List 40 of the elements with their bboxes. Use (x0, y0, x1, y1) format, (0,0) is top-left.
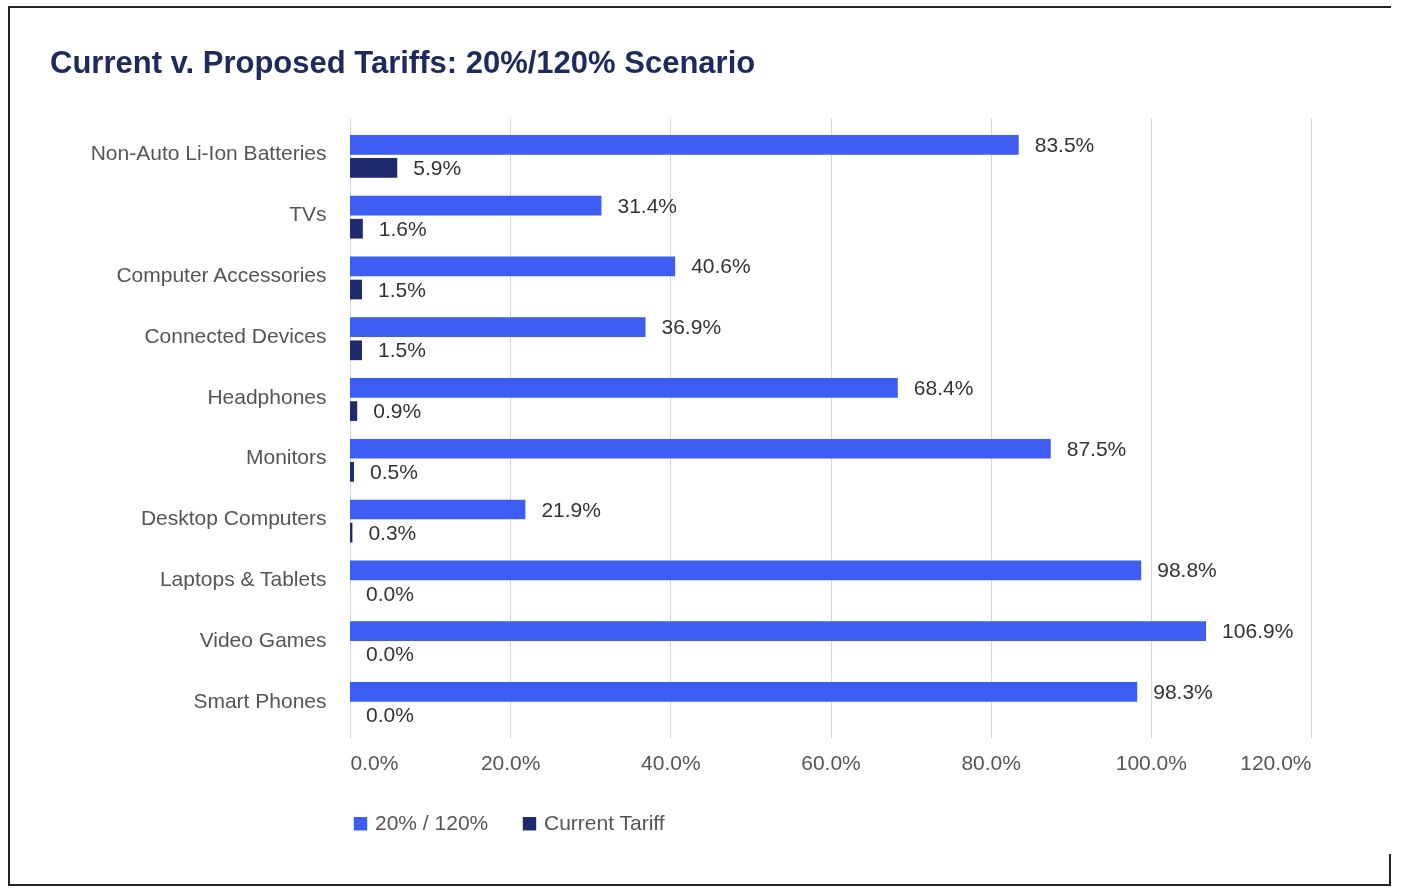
data-label: 0.0% (366, 642, 414, 666)
data-label: 68.4% (913, 376, 974, 400)
y-tick-label: Monitors (245, 445, 327, 469)
data-label: 0.0% (366, 581, 414, 605)
data-label: 31.4% (617, 193, 678, 217)
x-tick-label: 80.0% (961, 750, 1021, 774)
data-label: 21.9% (541, 497, 601, 521)
y-tick-label: Connected Devices (144, 323, 327, 347)
x-tick-label: 0.0% (350, 750, 399, 774)
data-label: 1.5% (378, 338, 426, 362)
data-label: 0.9% (373, 399, 422, 423)
y-tick-label: Desktop Computers (140, 506, 327, 530)
x-tick-label: 120.0% (1240, 750, 1312, 774)
y-tick-label: Headphones (207, 384, 327, 408)
x-tick-label: 100.0% (1115, 750, 1187, 774)
y-tick-label: Smart Phones (193, 688, 327, 712)
data-label: 40.6% (691, 254, 751, 278)
data-label: 36.9% (661, 315, 722, 339)
data-label: 0.3% (368, 520, 417, 544)
y-tick-label: Non-Auto Li-Ion Batteries (90, 141, 327, 165)
data-label: 5.9% (413, 156, 462, 180)
data-label: 98.8% (1157, 558, 1217, 582)
legend-label: 20% / 120% (375, 810, 489, 834)
data-label: 1.6% (378, 216, 427, 240)
data-label: 98.3% (1153, 679, 1213, 703)
data-label: 83.5% (1034, 132, 1095, 156)
y-tick-label: TVs (289, 202, 327, 226)
x-tick-label: 60.0% (801, 750, 861, 774)
y-tick-label: Video Games (199, 627, 327, 651)
x-tick-label: 20.0% (480, 750, 541, 774)
data-label: 0.0% (366, 703, 414, 727)
x-tick-label: 40.0% (641, 750, 701, 774)
data-label: 106.9% (1222, 619, 1294, 643)
legend-label: Current Tariff (544, 810, 665, 834)
y-tick-label: Laptops & Tablets (159, 566, 327, 590)
data-label: 87.5% (1066, 436, 1127, 460)
chart-title: Current v. Proposed Tariffs: 20%/120% Scenario (50, 45, 756, 80)
data-label: 1.5% (378, 277, 426, 301)
y-tick-label: Computer Accessories (116, 263, 327, 287)
data-label: 0.5% (370, 459, 418, 483)
